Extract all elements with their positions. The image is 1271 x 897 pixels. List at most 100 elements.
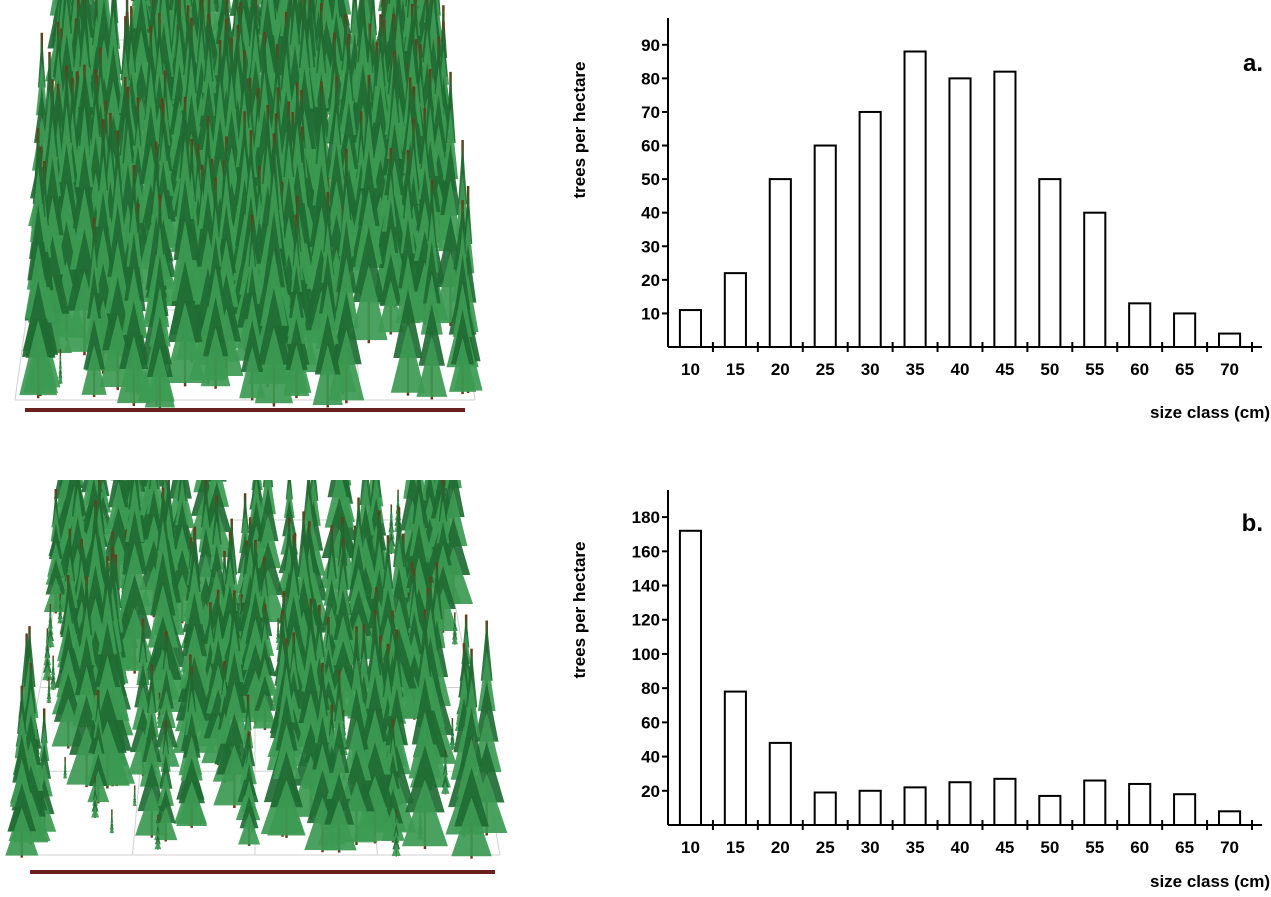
tree — [441, 750, 450, 795]
tree — [116, 165, 151, 406]
tree — [5, 685, 39, 858]
forest-stand-a — [14, 0, 483, 412]
tree — [81, 217, 107, 398]
tree — [254, 133, 294, 407]
tree — [164, 96, 206, 387]
x-tick-label: 25 — [816, 360, 835, 379]
x-tick-label: 20 — [771, 838, 790, 857]
y-tick-label: 10 — [641, 304, 660, 323]
x-tick-label: 40 — [951, 360, 970, 379]
bar — [948, 77, 972, 349]
tree — [57, 349, 63, 384]
tree — [448, 200, 477, 395]
panel-label: a. — [1243, 50, 1263, 77]
tree — [416, 179, 448, 400]
x-tick-label: 65 — [1175, 838, 1194, 857]
tree — [154, 814, 162, 850]
tree — [451, 648, 492, 859]
bar — [1083, 211, 1107, 348]
y-axis-label: trees per hectare — [570, 61, 589, 198]
y-tick-label: 180 — [632, 508, 660, 527]
tree — [109, 809, 115, 834]
tree — [239, 214, 266, 401]
x-tick-label: 70 — [1220, 838, 1239, 857]
tree — [252, 604, 277, 730]
bar — [813, 791, 837, 826]
tree — [390, 149, 426, 396]
x-tick-label: 35 — [906, 360, 925, 379]
x-tick-label: 55 — [1085, 360, 1104, 379]
tree — [57, 593, 64, 624]
x-tick-label: 20 — [771, 360, 790, 379]
bar — [858, 789, 882, 826]
y-tick-label: 160 — [632, 542, 660, 561]
tree — [46, 676, 52, 704]
tree — [32, 708, 57, 834]
bar — [1217, 810, 1242, 827]
x-tick-label: 55 — [1085, 838, 1104, 857]
y-tick-label: 50 — [641, 170, 660, 189]
tree — [154, 720, 178, 842]
tree — [350, 74, 388, 344]
y-tick-label: 90 — [641, 36, 660, 55]
tree — [391, 810, 401, 857]
y-tick-label: 20 — [641, 782, 660, 801]
tree — [328, 148, 365, 404]
x-tick-label: 60 — [1130, 360, 1149, 379]
bar — [903, 786, 927, 826]
bar — [723, 690, 747, 826]
tree — [238, 731, 261, 846]
x-tick-label: 40 — [951, 838, 970, 857]
tree-group — [19, 0, 483, 410]
y-tick-label: 40 — [641, 204, 660, 223]
tree — [91, 776, 100, 819]
bar — [993, 70, 1017, 349]
bar — [993, 777, 1017, 827]
y-tick-label: 140 — [632, 577, 660, 596]
bar — [1217, 332, 1242, 348]
y-axis-label: trees per hectare — [570, 541, 589, 678]
tree — [312, 191, 343, 408]
tree — [451, 612, 458, 645]
bar — [1038, 794, 1062, 826]
tree — [267, 638, 306, 838]
tree — [42, 628, 53, 681]
bar — [678, 529, 703, 827]
x-tick-label: 60 — [1130, 838, 1149, 857]
y-tick-label: 70 — [641, 103, 660, 122]
y-tick-label: 80 — [641, 679, 660, 698]
x-tick-label: 15 — [726, 838, 745, 857]
bar — [858, 110, 882, 348]
tree — [283, 214, 310, 399]
bar — [903, 50, 927, 349]
y-tick-label: 100 — [632, 645, 660, 664]
forest-stand-b — [5, 480, 508, 874]
tree — [132, 785, 137, 806]
x-tick-label: 50 — [1040, 360, 1059, 379]
tree — [176, 667, 208, 828]
tree-group — [5, 480, 508, 859]
bar — [1173, 312, 1197, 348]
tree — [386, 504, 397, 555]
y-tick-label: 60 — [641, 137, 660, 156]
y-tick-label: 20 — [641, 271, 660, 290]
x-tick-label: 70 — [1220, 360, 1239, 379]
tree — [43, 488, 68, 614]
x-axis-label: size class (cm) — [1150, 403, 1270, 422]
bar — [723, 272, 747, 348]
x-tick-label: 50 — [1040, 838, 1059, 857]
x-tick-label: 25 — [816, 838, 835, 857]
x-tick-label: 10 — [681, 360, 700, 379]
y-tick-label: 80 — [641, 69, 660, 88]
bar — [1083, 779, 1107, 826]
bar — [1128, 782, 1152, 826]
bar — [948, 781, 972, 827]
x-tick-label: 45 — [995, 360, 1014, 379]
x-tick-label: 30 — [861, 838, 880, 857]
histogram-a: trees per hectare size class (cm) a. 10 2… — [570, 18, 1270, 422]
histogram-b: trees per hectare size class (cm) b. 20 4… — [570, 490, 1270, 891]
tree — [19, 128, 58, 399]
bar — [678, 309, 703, 349]
bar — [1038, 178, 1062, 348]
y-tick-label: 60 — [641, 713, 660, 732]
